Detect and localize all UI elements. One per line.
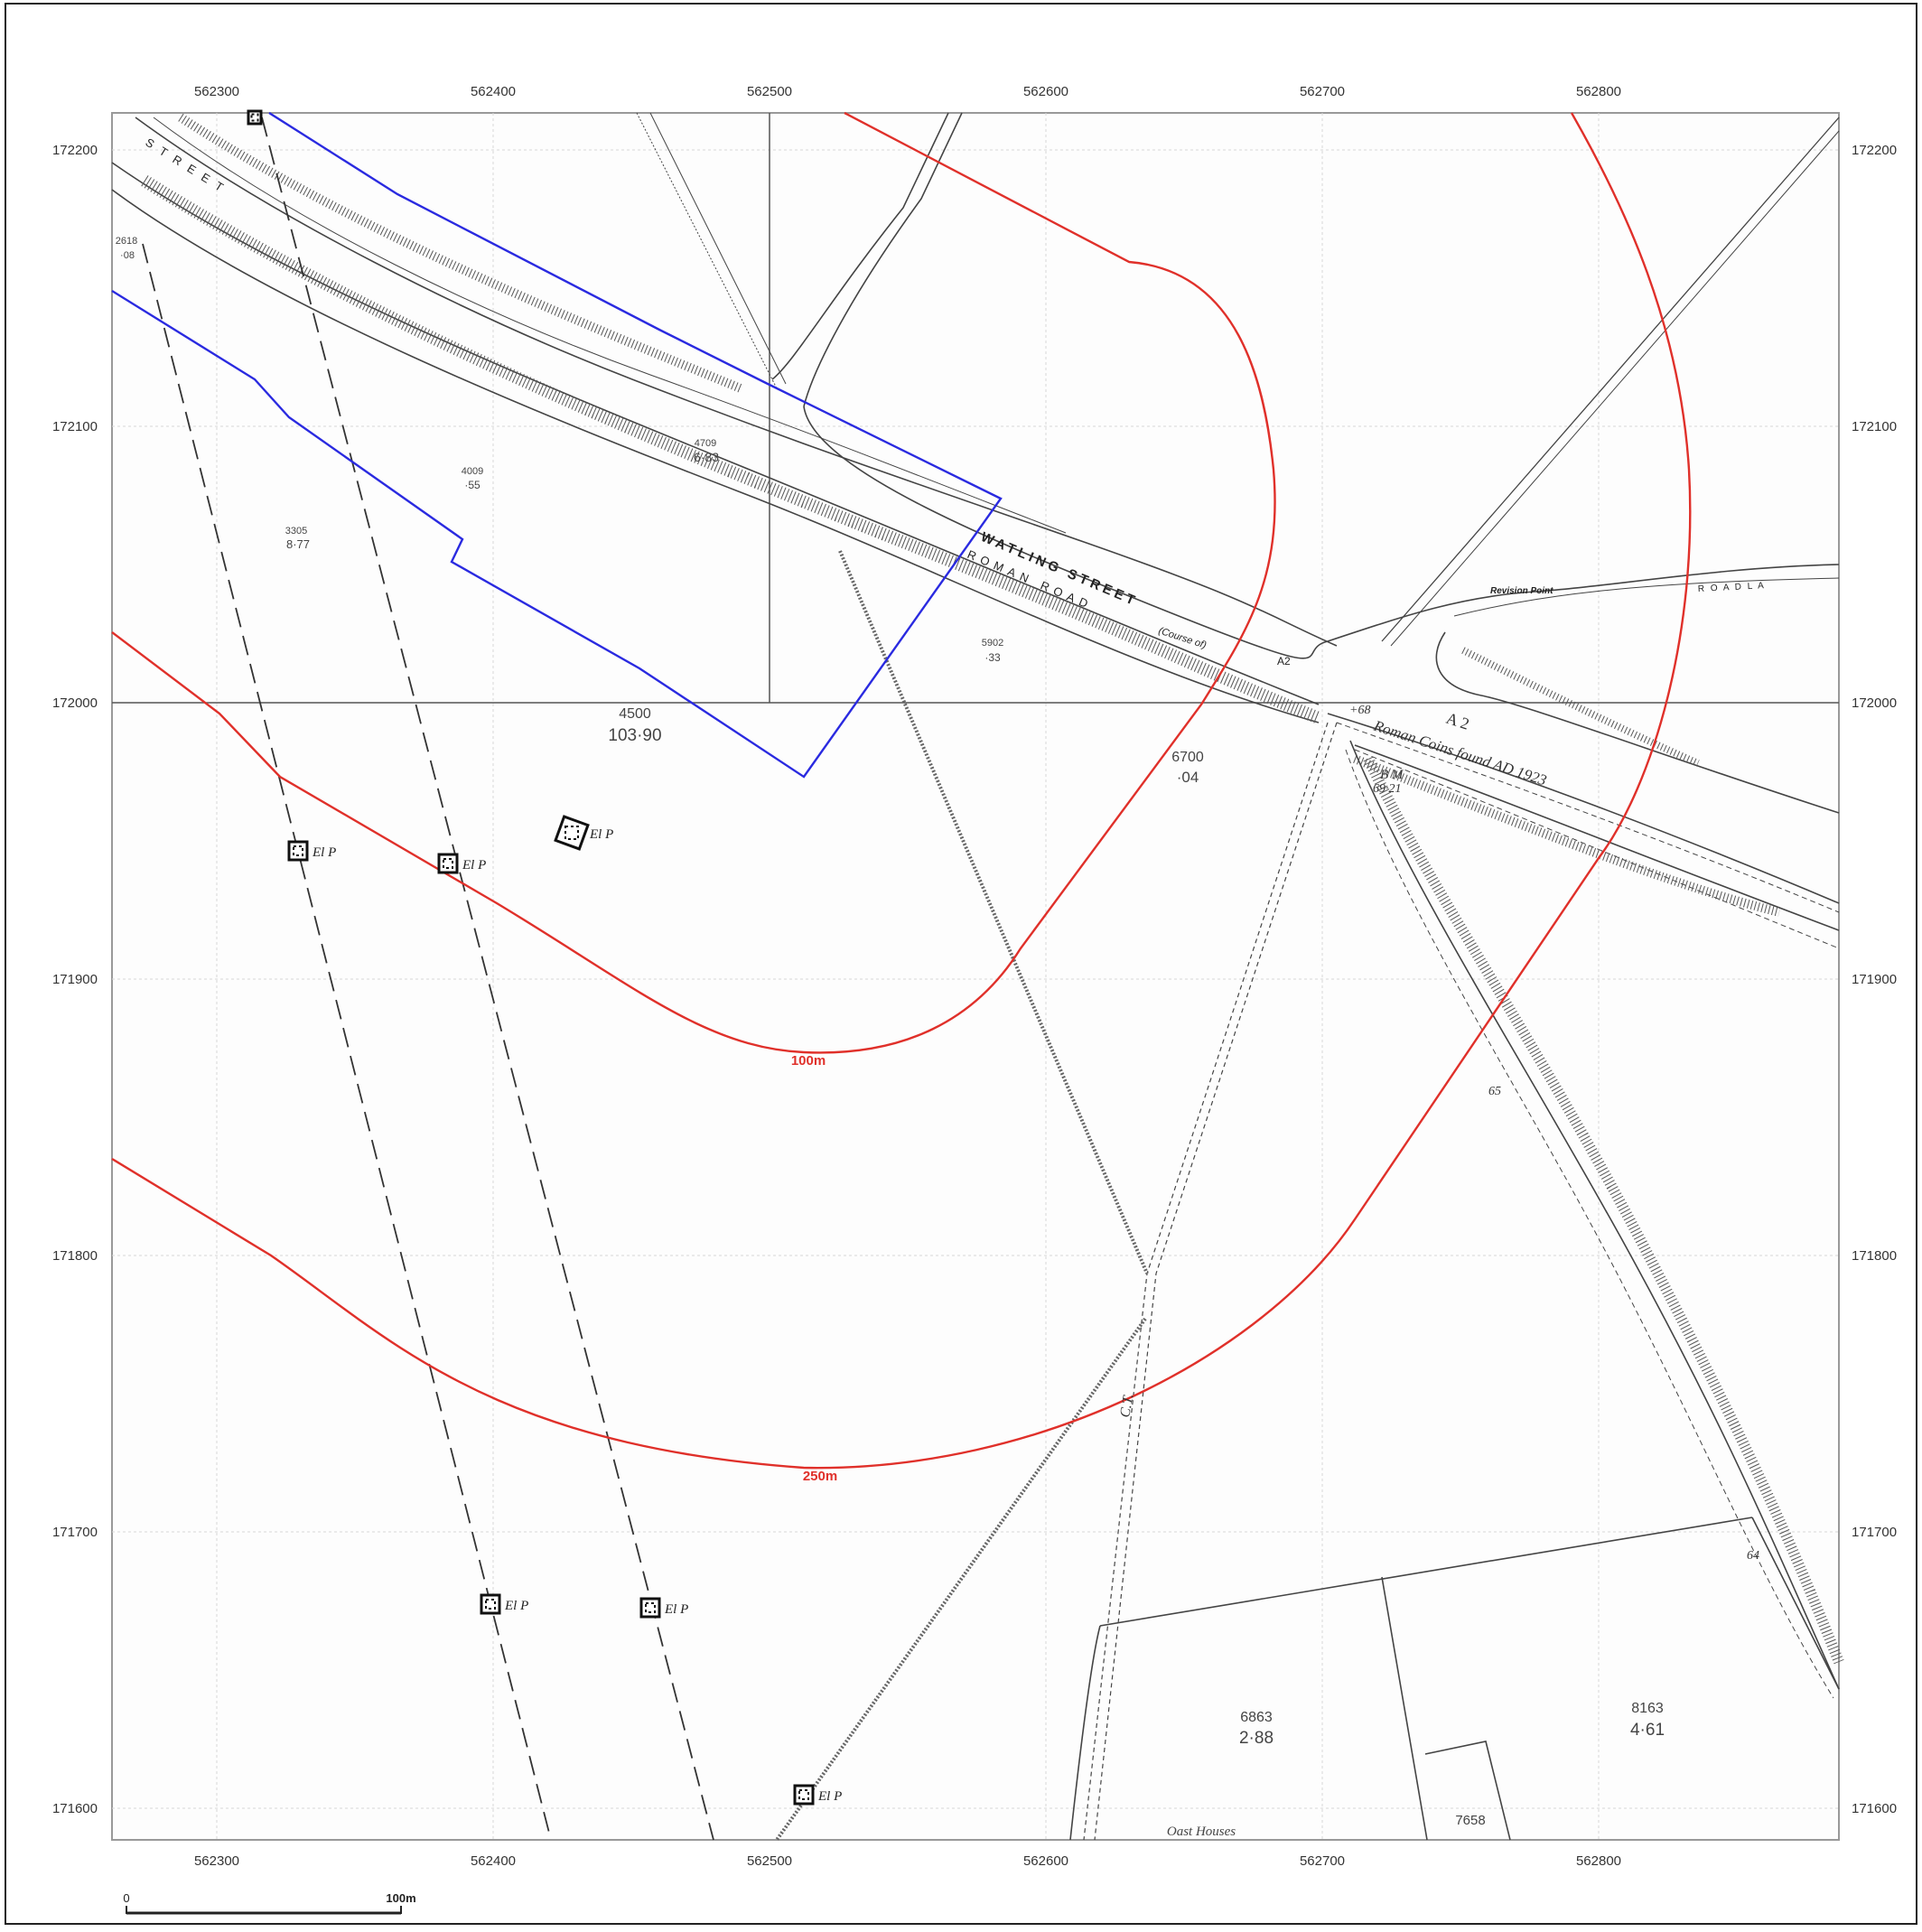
easting-label-top: 562800 bbox=[1576, 84, 1621, 99]
northing-label-right: 172100 bbox=[1852, 419, 1897, 434]
parcel-id: 7658 bbox=[1455, 1813, 1485, 1828]
northing-label-right: 171600 bbox=[1852, 1801, 1897, 1816]
parcel-id: 6700 bbox=[1171, 750, 1204, 765]
spot-height-64: 64 bbox=[1747, 1549, 1759, 1563]
parcel-id: 3305 bbox=[285, 526, 307, 537]
parcel-area: 4·61 bbox=[1630, 1721, 1665, 1740]
parcel-area: ·33 bbox=[984, 651, 1001, 664]
bench-mark-value: 69·21 bbox=[1373, 782, 1402, 796]
northing-label-left: 172200 bbox=[52, 143, 98, 158]
pylon-icon: El P bbox=[437, 853, 486, 874]
base-map-lines bbox=[111, 112, 1844, 1842]
buffer-250m-label: 250m bbox=[803, 1469, 837, 1484]
pylon-icon: El P bbox=[793, 1784, 842, 1806]
el-p-label: El P bbox=[462, 858, 486, 873]
grid-labels-left: 172200 172100 172000 171900 171800 171700 1716… bbox=[52, 143, 98, 1816]
easting-label-top: 562300 bbox=[194, 84, 239, 99]
a2-south-edge bbox=[1354, 744, 1840, 931]
map-panel bbox=[111, 112, 1840, 1841]
lane-south bbox=[1435, 631, 1840, 814]
watling-street-south-edge bbox=[111, 189, 1320, 723]
grid-labels-right: 172200 172100 172000 171900 171800 171700 1716… bbox=[1852, 143, 1897, 1816]
power-lines bbox=[142, 117, 714, 1841]
oast-houses-label: Oast Houses bbox=[1167, 1825, 1236, 1839]
parcel-area: ·55 bbox=[464, 479, 480, 491]
a2-north-edge bbox=[1327, 713, 1840, 904]
parcel-labels: 4500 103·90 3305 8·77 4009 ·55 4709 6·83… bbox=[116, 236, 1665, 1828]
main-grid bbox=[112, 113, 1839, 704]
easting-label-bottom: 562800 bbox=[1576, 1853, 1621, 1869]
northing-label-right: 171900 bbox=[1852, 972, 1897, 987]
parcel-id: 6863 bbox=[1240, 1710, 1273, 1725]
easting-label-top: 562600 bbox=[1023, 84, 1068, 99]
easting-label-top: 562400 bbox=[471, 84, 516, 99]
northing-label-right: 171700 bbox=[1852, 1525, 1897, 1540]
pylon-icon bbox=[247, 109, 263, 126]
easting-label-bottom: 562500 bbox=[747, 1853, 792, 1869]
buffer-100m-label: 100m bbox=[791, 1053, 826, 1069]
easting-label-bottom: 562400 bbox=[471, 1853, 516, 1869]
northing-label-right: 171800 bbox=[1852, 1248, 1897, 1264]
ct-label: C.T. bbox=[1117, 1393, 1136, 1419]
el-p-label: El P bbox=[504, 1599, 528, 1613]
easting-label-bottom: 562300 bbox=[194, 1853, 239, 1869]
northing-label-left: 171800 bbox=[52, 1248, 98, 1264]
revision-point-label: Revision Point bbox=[1490, 586, 1553, 596]
parcel-id: 8163 bbox=[1631, 1701, 1664, 1716]
pylon-icon: El P bbox=[554, 815, 613, 851]
parcel-id: 5902 bbox=[982, 638, 1003, 649]
parcel-id: 4709 bbox=[695, 438, 716, 449]
el-p-label: El P bbox=[817, 1789, 842, 1804]
grid-labels-bottom: 562300 562400 562500 562600 562700 562800 bbox=[194, 1853, 1621, 1869]
pylon-markers: El P El P El P El P El P El P bbox=[247, 109, 842, 1806]
el-p-label: El P bbox=[664, 1602, 688, 1617]
el-p-label: El P bbox=[312, 845, 336, 860]
bench-mark-label: B M bbox=[1380, 768, 1404, 782]
site-boundary bbox=[111, 111, 1003, 779]
parcel-area: ·04 bbox=[1177, 769, 1199, 786]
northing-label-left: 172000 bbox=[52, 695, 98, 711]
pylon-icon: El P bbox=[639, 1597, 688, 1619]
parcel-id: 4500 bbox=[619, 706, 651, 722]
scale-bar: 0 100m bbox=[123, 1891, 416, 1915]
parcel-area: 103·90 bbox=[608, 726, 661, 745]
parcel-area: 2·88 bbox=[1239, 1729, 1274, 1748]
parcel-id: 4009 bbox=[462, 466, 483, 477]
minor-grid bbox=[112, 113, 1839, 1840]
watling-street-center bbox=[111, 162, 1320, 705]
spot-height-68: +68 bbox=[1349, 704, 1370, 717]
pylon-icon: El P bbox=[287, 840, 336, 862]
spot-height-65: 65 bbox=[1488, 1085, 1501, 1098]
grid-labels-top: 562300 562400 562500 562600 562700 562800 bbox=[194, 84, 1621, 99]
parcel-area: ·08 bbox=[120, 250, 135, 261]
northing-label-right: 172200 bbox=[1852, 143, 1897, 158]
buffer-250m bbox=[111, 112, 1692, 1470]
easting-label-bottom: 562700 bbox=[1300, 1853, 1345, 1869]
north-road-east bbox=[803, 112, 963, 407]
a2-small-label: A2 bbox=[1277, 655, 1291, 667]
buffer-100m bbox=[111, 111, 1276, 1054]
parcel-id: 2618 bbox=[116, 236, 137, 247]
northing-label-left: 171900 bbox=[52, 972, 98, 987]
easting-label-top: 562700 bbox=[1300, 84, 1345, 99]
lane-label: R O A D L A bbox=[1698, 581, 1766, 594]
parcel-area: 8·77 bbox=[286, 537, 310, 551]
scale-bar-start: 0 bbox=[123, 1891, 129, 1905]
easting-label-top: 562500 bbox=[747, 84, 792, 99]
northing-label-left: 172100 bbox=[52, 419, 98, 434]
easting-label-bottom: 562600 bbox=[1023, 1853, 1068, 1869]
watling-street-north-edge bbox=[135, 117, 1338, 647]
parcel-area: 6·83 bbox=[694, 450, 719, 464]
el-p-label: El P bbox=[589, 827, 613, 842]
north-road-west bbox=[771, 112, 949, 380]
northing-label-right: 172000 bbox=[1852, 695, 1897, 711]
pylon-icon: El P bbox=[480, 1593, 528, 1615]
scale-bar-end: 100m bbox=[386, 1891, 415, 1905]
northing-label-left: 171700 bbox=[52, 1525, 98, 1540]
northing-label-left: 171600 bbox=[52, 1801, 98, 1816]
